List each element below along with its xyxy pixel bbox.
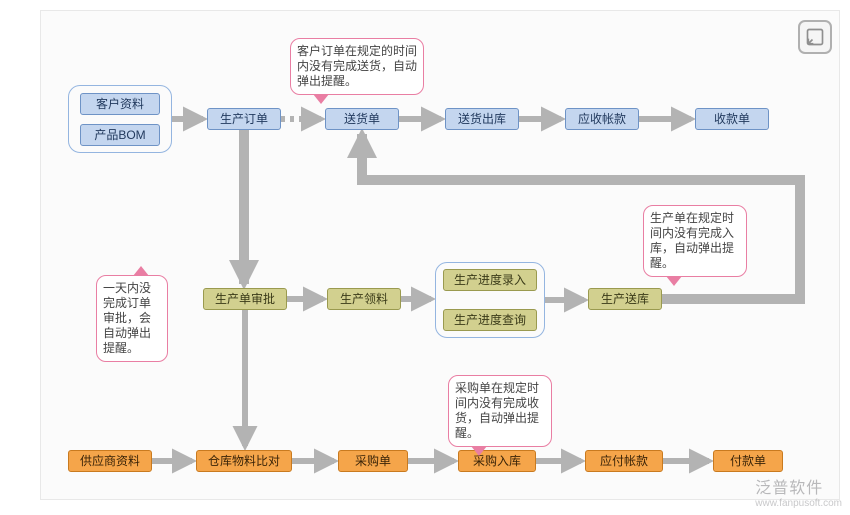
node-label: 收款单 — [714, 112, 750, 126]
callout-text: 客户订单在规定的时间内没有完成送货，自动弹出提醒。 — [297, 44, 417, 88]
node-ar[interactable]: 应收帐款 — [565, 108, 639, 130]
callout-text: 采购单在规定时间内没有完成收货，自动弹出提醒。 — [455, 381, 539, 440]
node-label: 生产订单 — [220, 112, 268, 126]
watermark-url: www.fanpusoft.com — [755, 498, 842, 509]
node-label: 付款单 — [730, 454, 766, 468]
node-label: 仓库物料比对 — [208, 454, 280, 468]
node-prog-entry[interactable]: 生产进度录入 — [443, 269, 537, 291]
callout-co-poin: 采购单在规定时间内没有完成收货，自动弹出提醒。 — [448, 375, 552, 447]
node-ap[interactable]: 应付帐款 — [585, 450, 663, 472]
watermark: 泛普软件 www.fanpusoft.com — [755, 474, 842, 509]
node-label: 送货单 — [344, 112, 380, 126]
node-supplier[interactable]: 供应商资料 — [68, 450, 152, 472]
watermark-brand: 泛普软件 — [755, 480, 823, 497]
node-prod-in[interactable]: 生产送库 — [588, 288, 662, 310]
diagram-canvas: 客户资料产品BOM生产订单送货单送货出库应收帐款收款单生产单审批生产领料生产进度… — [0, 0, 850, 515]
node-prog-query[interactable]: 生产进度查询 — [443, 309, 537, 331]
node-po[interactable]: 采购单 — [338, 450, 408, 472]
node-label: 应收帐款 — [578, 112, 626, 126]
callout-co-approve: 一天内没完成订单审批，会自动弹出提醒。 — [96, 275, 168, 362]
node-label: 生产领料 — [340, 292, 388, 306]
node-po-in[interactable]: 采购入库 — [458, 450, 536, 472]
node-stock-comp[interactable]: 仓库物料比对 — [196, 450, 292, 472]
node-label: 生产进度录入 — [454, 273, 526, 287]
node-prod-pick[interactable]: 生产领料 — [327, 288, 401, 310]
callout-text: 生产单在规定时间内没有完成入库，自动弹出提醒。 — [650, 211, 734, 270]
node-label: 送货出库 — [458, 112, 506, 126]
node-label: 生产进度查询 — [454, 313, 526, 327]
node-label: 客户资料 — [96, 97, 144, 111]
node-payment[interactable]: 付款单 — [713, 450, 783, 472]
node-receipt[interactable]: 收款单 — [695, 108, 769, 130]
node-prod-order[interactable]: 生产订单 — [207, 108, 281, 130]
node-label: 采购单 — [355, 454, 391, 468]
node-label: 生产单审批 — [215, 292, 275, 306]
callout-text: 一天内没完成订单审批，会自动弹出提醒。 — [103, 281, 151, 355]
node-ship-out[interactable]: 送货出库 — [445, 108, 519, 130]
node-bom[interactable]: 产品BOM — [80, 124, 160, 146]
node-label: 产品BOM — [94, 128, 145, 142]
fullscreen-icon[interactable] — [798, 20, 832, 54]
node-prod-approve[interactable]: 生产单审批 — [203, 288, 287, 310]
node-label: 生产送库 — [601, 292, 649, 306]
node-label: 应付帐款 — [600, 454, 648, 468]
callout-co-prodinv: 生产单在规定时间内没有完成入库，自动弹出提醒。 — [643, 205, 747, 277]
node-cust-info[interactable]: 客户资料 — [80, 93, 160, 115]
node-label: 供应商资料 — [80, 454, 140, 468]
node-ship-note[interactable]: 送货单 — [325, 108, 399, 130]
callout-co-ship: 客户订单在规定的时间内没有完成送货，自动弹出提醒。 — [290, 38, 424, 95]
